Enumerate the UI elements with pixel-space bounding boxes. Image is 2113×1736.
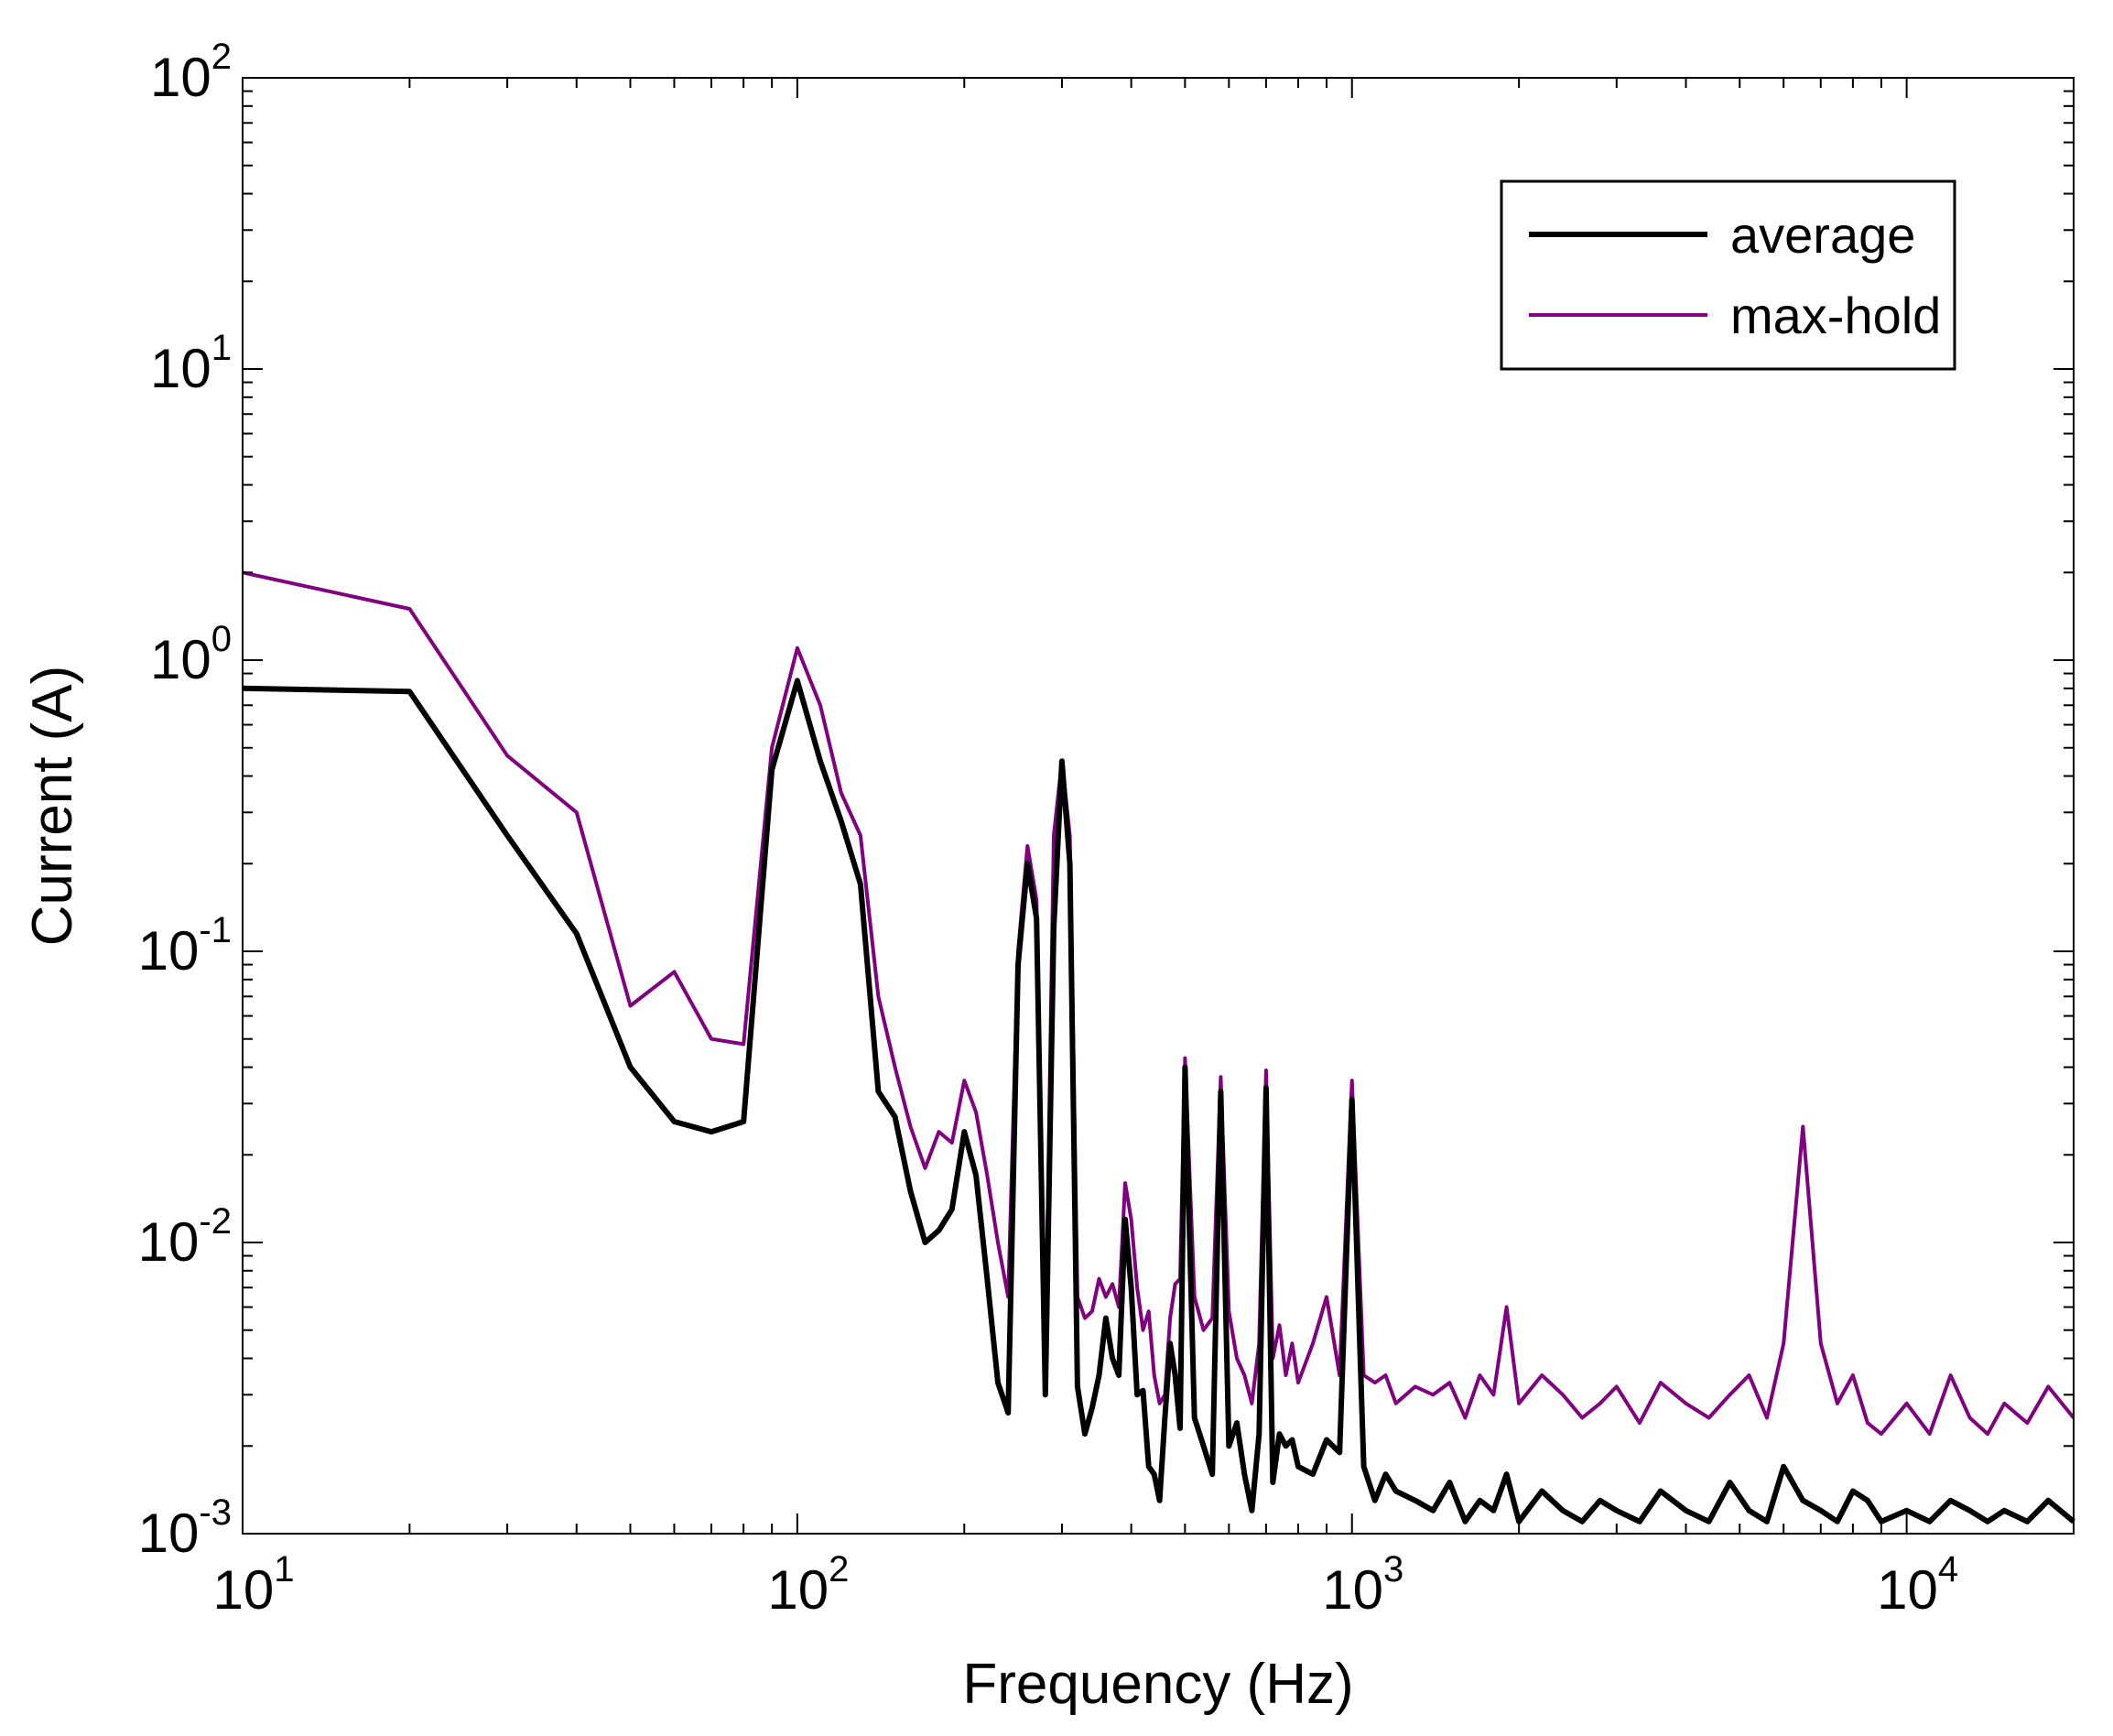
tick-marks bbox=[242, 77, 2075, 1535]
y-tick-label: 100 bbox=[150, 619, 232, 690]
y-tick-label: 101 bbox=[150, 328, 232, 399]
legend: average max-hold bbox=[1500, 179, 1956, 371]
y-tick-label: 10-1 bbox=[138, 910, 232, 982]
x-tick-labels: 101 102 103 104 bbox=[213, 1549, 1959, 1621]
y-tick-label: 102 bbox=[150, 37, 232, 108]
plot-frame bbox=[242, 77, 2075, 1535]
series-line-average bbox=[242, 678, 2075, 1524]
y-tick-label: 10-3 bbox=[138, 1492, 232, 1564]
x-tick-label: 104 bbox=[1877, 1549, 1958, 1621]
x-tick-label: 103 bbox=[1322, 1549, 1403, 1621]
y-tick-label: 10-2 bbox=[138, 1201, 232, 1273]
legend-box bbox=[1500, 179, 1956, 371]
x-tick-label: 102 bbox=[767, 1549, 849, 1621]
series-layer bbox=[242, 570, 2075, 1524]
legend-label-max-hold: max-hold bbox=[1730, 287, 1941, 344]
legend-label-average: average bbox=[1730, 206, 1915, 264]
series-line-max-hold bbox=[242, 570, 2075, 1437]
y-tick-labels: 10-3 10-2 10-1 100 101 102 bbox=[138, 37, 232, 1564]
x-axis-label: Frequency (Hz) bbox=[962, 1653, 1353, 1716]
y-axis-label: Current (A) bbox=[21, 666, 84, 947]
x-tick-label: 101 bbox=[213, 1549, 295, 1621]
